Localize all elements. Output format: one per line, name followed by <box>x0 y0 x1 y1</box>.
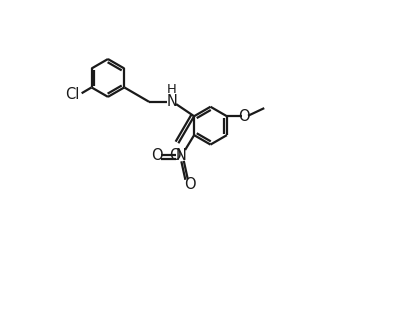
Text: O: O <box>169 148 180 163</box>
Text: O: O <box>237 109 249 124</box>
Text: O: O <box>183 177 195 192</box>
Text: Cl: Cl <box>65 86 79 102</box>
Text: H: H <box>166 83 176 96</box>
Text: N: N <box>166 94 177 109</box>
Text: O: O <box>151 148 162 163</box>
Text: N: N <box>176 148 187 163</box>
